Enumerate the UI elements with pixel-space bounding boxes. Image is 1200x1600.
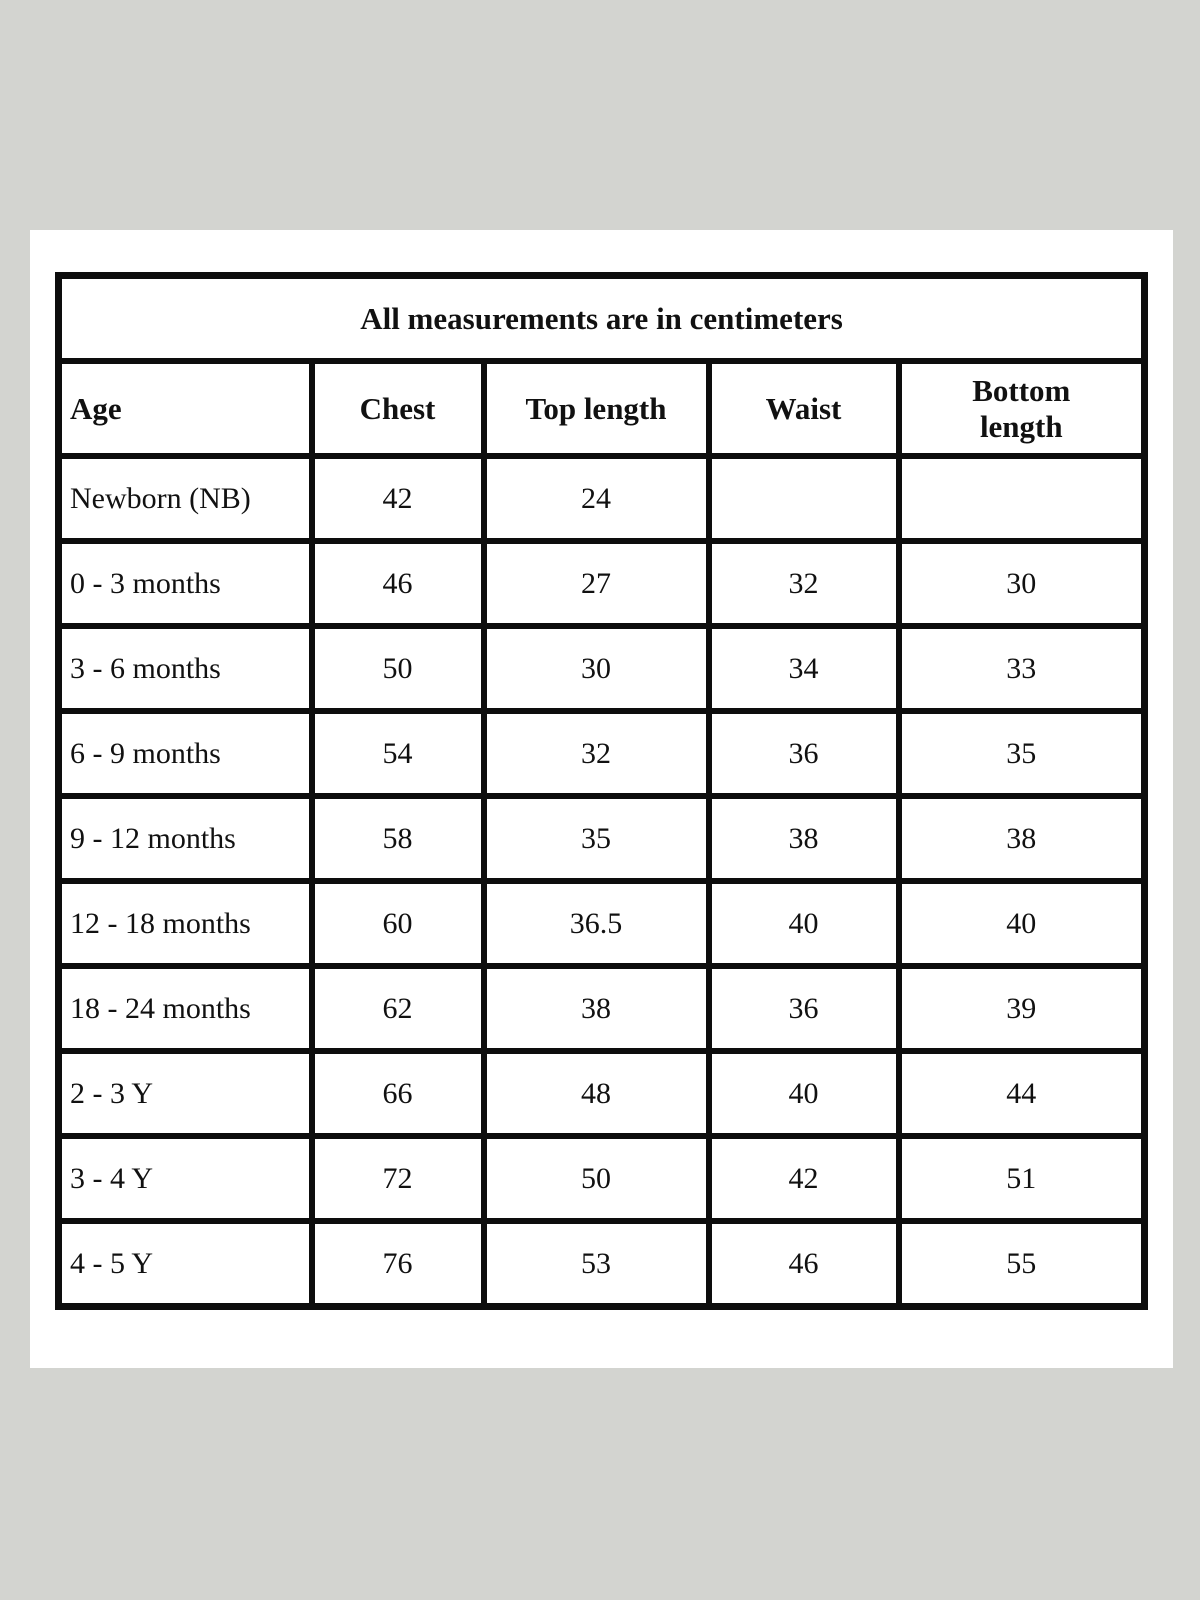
cell-chest: 62 [308, 963, 487, 1054]
cell-age: 2 - 3 Y [55, 1048, 315, 1139]
cell-chest: 72 [308, 1133, 487, 1224]
cell-top-length: 38 [480, 963, 712, 1054]
cell-top-length: 35 [480, 793, 712, 884]
cell-age: 0 - 3 months [55, 538, 315, 629]
cell-top-length: 30 [480, 623, 712, 714]
size-chart-table: All measurements are in centimeters Age … [55, 272, 1149, 1310]
size-chart-card: All measurements are in centimeters Age … [30, 230, 1173, 1368]
table-title: All measurements are in centimeters [55, 272, 1148, 364]
cell-waist: 38 [705, 793, 902, 884]
cell-bottom-length: 38 [895, 793, 1148, 884]
cell-waist: 36 [705, 963, 902, 1054]
cell-waist: 46 [705, 1218, 902, 1310]
cell-top-length: 27 [480, 538, 712, 629]
cell-age: 6 - 9 months [55, 708, 315, 799]
cell-age: 18 - 24 months [55, 963, 315, 1054]
table-header-row: Age Chest Top length Waist Bottom length [55, 358, 1148, 459]
cell-top-length: 24 [480, 453, 712, 544]
cell-bottom-length: 51 [895, 1133, 1148, 1224]
cell-age: 9 - 12 months [55, 793, 315, 884]
cell-chest: 58 [308, 793, 487, 884]
column-header-chest: Chest [308, 358, 487, 459]
cell-waist: 42 [705, 1133, 902, 1224]
table-row-2-3-y: 2 - 3 Y 66 48 40 44 [55, 1048, 1148, 1139]
table-row-4-5-y: 4 - 5 Y 76 53 46 55 [55, 1218, 1148, 1310]
table-row-6-9-months: 6 - 9 months 54 32 36 35 [55, 708, 1148, 799]
column-header-bottom-length-label: Bottom length [972, 372, 1071, 444]
cell-bottom-length: 55 [895, 1218, 1148, 1310]
column-header-top-length: Top length [480, 358, 712, 459]
cell-waist: 36 [705, 708, 902, 799]
cell-bottom-length [895, 453, 1148, 544]
table-row-newborn: Newborn (NB) 42 24 [55, 453, 1148, 544]
cell-top-length: 50 [480, 1133, 712, 1224]
cell-age: 3 - 6 months [55, 623, 315, 714]
table-row-3-4-y: 3 - 4 Y 72 50 42 51 [55, 1133, 1148, 1224]
cell-bottom-length: 40 [895, 878, 1148, 969]
cell-age: 12 - 18 months [55, 878, 315, 969]
cell-chest: 54 [308, 708, 487, 799]
table-row-18-24-months: 18 - 24 months 62 38 36 39 [55, 963, 1148, 1054]
cell-age: 3 - 4 Y [55, 1133, 315, 1224]
table-row-3-6-months: 3 - 6 months 50 30 34 33 [55, 623, 1148, 714]
cell-top-length: 48 [480, 1048, 712, 1139]
table-row-0-3-months: 0 - 3 months 46 27 32 30 [55, 538, 1148, 629]
cell-waist: 40 [705, 1048, 902, 1139]
cell-chest: 60 [308, 878, 487, 969]
cell-age: Newborn (NB) [55, 453, 315, 544]
cell-age: 4 - 5 Y [55, 1218, 315, 1310]
cell-top-length: 32 [480, 708, 712, 799]
cell-bottom-length: 30 [895, 538, 1148, 629]
cell-waist: 32 [705, 538, 902, 629]
cell-chest: 50 [308, 623, 487, 714]
cell-chest: 76 [308, 1218, 487, 1310]
cell-top-length: 36.5 [480, 878, 712, 969]
cell-top-length: 53 [480, 1218, 712, 1310]
cell-chest: 46 [308, 538, 487, 629]
cell-bottom-length: 39 [895, 963, 1148, 1054]
table-title-row: All measurements are in centimeters [55, 272, 1148, 364]
cell-bottom-length: 44 [895, 1048, 1148, 1139]
cell-waist: 34 [705, 623, 902, 714]
cell-chest: 42 [308, 453, 487, 544]
cell-waist: 40 [705, 878, 902, 969]
column-header-waist: Waist [705, 358, 902, 459]
cell-waist [705, 453, 902, 544]
table-row-9-12-months: 9 - 12 months 58 35 38 38 [55, 793, 1148, 884]
cell-chest: 66 [308, 1048, 487, 1139]
column-header-age: Age [55, 358, 315, 459]
cell-bottom-length: 35 [895, 708, 1148, 799]
cell-bottom-length: 33 [895, 623, 1148, 714]
column-header-bottom-length: Bottom length [895, 358, 1148, 459]
table-row-12-18-months: 12 - 18 months 60 36.5 40 40 [55, 878, 1148, 969]
